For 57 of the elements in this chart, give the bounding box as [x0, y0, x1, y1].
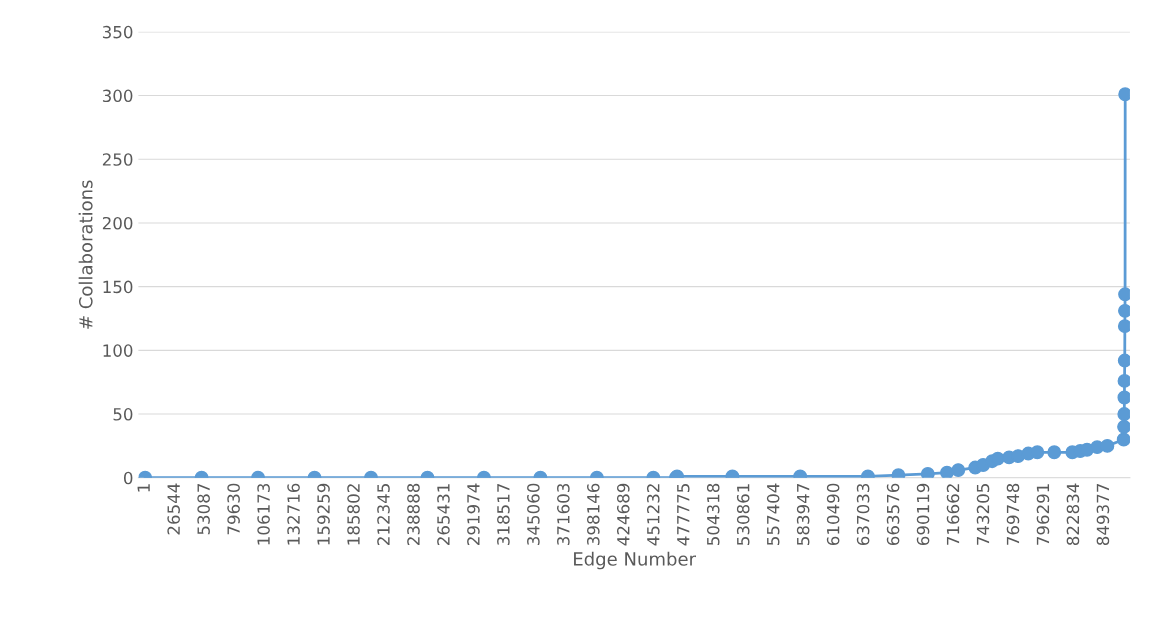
point: [1030, 445, 1045, 460]
x-tick-label: 557404: [766, 483, 780, 545]
point: [940, 465, 954, 478]
x-tick-label: 451232: [646, 484, 660, 546]
x-tick-label: 26544: [167, 483, 180, 535]
x-tick-label: 53087: [197, 484, 210, 535]
x-tick-label: 743205: [976, 484, 990, 545]
point: [951, 463, 966, 478]
x-tick-label: 716662: [946, 484, 960, 545]
point: [1100, 438, 1115, 453]
x-tick-label: 106173: [257, 483, 270, 545]
y-tick-label: 100: [103, 344, 133, 357]
y-axis-title: # Collaborations: [78, 180, 93, 329]
x-tick-label: 610490: [826, 483, 840, 546]
x-tick-label: 477775: [677, 484, 690, 546]
point: [1117, 373, 1130, 388]
x-tick-label: 849377: [1096, 484, 1110, 546]
x-tick-label: 238888: [407, 483, 420, 546]
x-tick-label: 1: [137, 484, 150, 492]
point: [990, 451, 1005, 466]
x-tick-label: 583947: [796, 484, 810, 545]
x-axis-title: Edge Number: [574, 551, 696, 570]
x-tick-label: 769748: [1006, 483, 1020, 545]
x-tick-label: 663576: [886, 483, 900, 546]
x-tick-label: 345060: [527, 483, 540, 545]
y-tick-label: 200: [102, 216, 133, 230]
x-tick-label: 79630: [227, 483, 240, 535]
point: [1117, 319, 1130, 334]
x-tick-label: 796291: [1036, 484, 1050, 545]
x-tick-label: 265431: [437, 484, 450, 546]
y-tick-label: 150: [103, 280, 133, 294]
x-tick-label: 318517: [497, 484, 510, 545]
y-tick-label: 250: [102, 153, 133, 166]
x-tick-label: 530861: [736, 484, 750, 545]
point: [1116, 432, 1130, 447]
x-tick-label: 132716: [287, 483, 300, 545]
x-tick-label: 424689: [616, 483, 630, 546]
x-tick-label: 185802: [347, 484, 360, 545]
x-tick-label: 398146: [587, 483, 600, 545]
point: [1117, 390, 1130, 405]
y-tick-label: 0: [123, 471, 133, 485]
point: [920, 466, 935, 478]
x-tick-label: 291974: [467, 483, 480, 546]
x-tick-label: 371603: [557, 483, 570, 545]
x-tick-label: 504318: [706, 483, 720, 545]
x-tick-label: 690119: [916, 483, 930, 546]
y-tick-label: 300: [102, 89, 133, 103]
x-tick-label: 637033: [856, 483, 870, 546]
x-tick-label: 159259: [317, 483, 330, 545]
point: [1117, 353, 1130, 368]
x-tick-label: 212345: [377, 484, 390, 546]
point: [1117, 407, 1130, 421]
point: [1117, 419, 1130, 434]
y-tick-label: 50: [113, 408, 133, 421]
point: [1047, 445, 1062, 460]
y-tick-label: 350: [102, 25, 133, 39]
x-tick-label: 822834: [1066, 483, 1080, 546]
